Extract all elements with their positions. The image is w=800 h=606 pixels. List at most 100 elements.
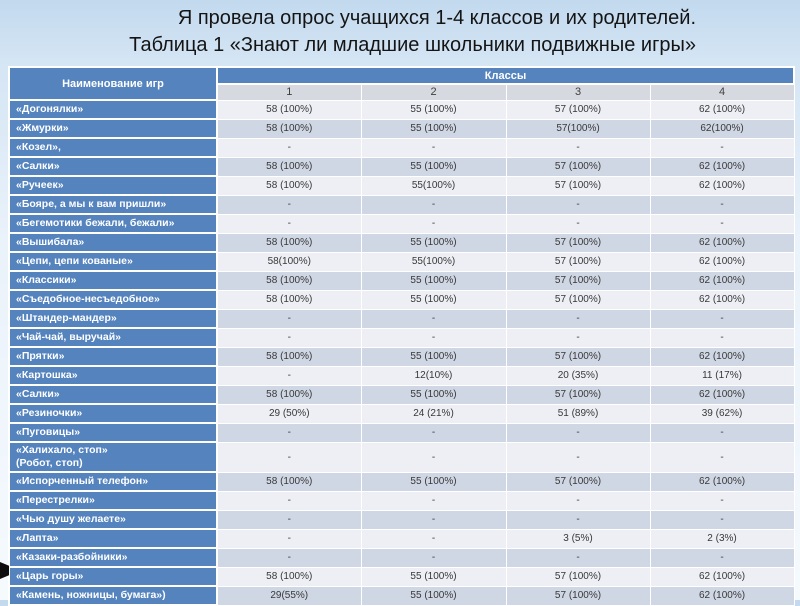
value-cell: - (649, 441, 795, 473)
value-cell: - (216, 547, 362, 568)
value-cell: 55 (100%) (360, 566, 507, 587)
game-name-cell: «Салки» (8, 156, 218, 177)
slide-title: Я провела опрос учащихся 1-4 классов и и… (10, 5, 696, 59)
game-name-cell: «Бояре, а мы к вам пришли» (8, 194, 218, 215)
value-cell: 57 (100%) (505, 384, 651, 405)
value-cell: - (505, 137, 651, 158)
value-cell: 58 (100%) (216, 384, 362, 405)
table-row: «Вышибала» 58 (100%) 55 (100%) 57 (100%) 62 … (8, 232, 795, 253)
value-cell: - (216, 490, 362, 511)
game-name-cell: «Козел», (8, 137, 218, 158)
value-cell: 55 (100%) (360, 289, 507, 310)
table-row: «Штандер-мандер» - - - - (8, 308, 795, 329)
game-name-cell: «Съедобное-несъедобное» (8, 289, 218, 310)
value-cell: 58 (100%) (216, 270, 362, 291)
table-row: «Картошка» -12(10%) 20 (35%) 11 (17%) (8, 365, 795, 386)
value-cell: 57 (100%) (505, 156, 651, 177)
game-name-cell: «Классики» (8, 270, 218, 291)
game-name-cell: «Бегемотики бежали, бежали» (8, 213, 218, 234)
value-cell: 20 (35%) (505, 365, 651, 386)
value-cell: 62 (100%) (649, 289, 795, 310)
value-cell: - (649, 137, 795, 158)
value-cell: 2 (3%) (649, 528, 795, 549)
value-cell: 62 (100%) (649, 232, 795, 253)
game-name-cell: «Царь горы» (8, 566, 218, 587)
value-cell: - (216, 308, 362, 329)
value-cell: 62 (100%) (649, 251, 795, 272)
value-cell: - (360, 547, 507, 568)
value-cell: - (216, 509, 362, 530)
value-cell: - (360, 422, 507, 443)
value-cell: - (649, 327, 795, 348)
value-cell: - (505, 509, 651, 530)
column-group-header-classes: Классы (215, 66, 796, 85)
value-cell: - (649, 509, 795, 530)
value-cell: 55 (100%) (360, 232, 507, 253)
games-survey-table: Наименование игр Классы 1 2 3 4 «Догонял… (8, 66, 796, 606)
value-cell: 58 (100%) (216, 289, 362, 310)
table-row: «Перестрелки» - - - - (8, 490, 795, 511)
table-row: «Испорченный телефон» 58 (100%) 55 (100%) 5… (8, 471, 795, 492)
value-cell: 57 (100%) (505, 566, 651, 587)
value-cell: - (360, 490, 507, 511)
value-cell: - (360, 308, 507, 329)
column-header-game-names: Наименование игр (8, 66, 218, 101)
value-cell: - (216, 137, 362, 158)
game-name-cell: «Ручеек» (8, 175, 218, 196)
value-cell: 57 (100%) (505, 232, 651, 253)
value-cell: 57 (100%) (505, 585, 651, 606)
column-header-class-1: 1 (216, 83, 362, 101)
value-cell: - (216, 528, 362, 549)
title-line-2: Таблица 1 «Знают ли младшие школьники по… (129, 34, 696, 56)
table-row: «Камень, ножницы, бумага») 29(55%) 55 (100… (8, 585, 795, 606)
value-cell: 58 (100%) (216, 118, 362, 139)
value-cell: 24 (21%) (360, 403, 507, 424)
header-row-1: Наименование игр Классы (8, 66, 796, 101)
table-row: «Царь горы» 58 (100%) 55 (100%) 57 (100%) 62… (8, 566, 795, 587)
table-row: «Чай-чай, выручай» - - - - (8, 327, 795, 348)
game-name-cell: «Жмурки» (8, 118, 218, 139)
table-row: «Классики» 58 (100%) 55 (100%) 57 (100%) 62 … (8, 270, 795, 291)
value-cell: 55 (100%) (360, 270, 507, 291)
table-body: «Догонялки» 58 (100%) 55 (100%) 57 (100%) 62… (8, 99, 795, 606)
game-name-cell: «Догонялки» (8, 99, 218, 120)
value-cell: - (505, 327, 651, 348)
table-row: «Цепи, цепи кованые» 58(100%) 55(100%) 57 (… (8, 251, 795, 272)
left-edge-marker (0, 562, 9, 579)
value-cell: 55 (100%) (360, 384, 507, 405)
game-name-cell: «Чай-чай, выручай» (8, 327, 218, 348)
value-cell: 62 (100%) (649, 346, 795, 367)
table-row: «Пуговицы» - - - - (8, 422, 795, 443)
table-row: «Казаки-разбойники» - - - - (8, 547, 795, 568)
value-cell: - (649, 308, 795, 329)
value-cell: 58 (100%) (216, 232, 362, 253)
value-cell: 57 (100%) (505, 471, 651, 492)
value-cell: 58 (100%) (216, 99, 362, 120)
table-row: «Резиночки» 29 (50%) 24 (21%) 51 (89%) 39 (6… (8, 403, 795, 424)
game-name-cell: «Испорченный телефон» (8, 471, 218, 492)
table-row: «Ручеек» 58 (100%) 55(100%) 57 (100%) 62 (10… (8, 175, 795, 196)
game-name-cell: «Перестрелки» (8, 490, 218, 511)
game-name-cell: «Прятки» (8, 346, 218, 367)
value-cell: - (649, 490, 795, 511)
value-cell: 12(10%) (360, 365, 507, 386)
value-cell: 57 (100%) (505, 175, 651, 196)
value-cell: - (360, 213, 507, 234)
table-header: Наименование игр Классы 1 2 3 4 (8, 66, 796, 101)
value-cell: - (360, 137, 507, 158)
value-cell: - (216, 327, 362, 348)
value-cell: 62 (100%) (649, 175, 795, 196)
game-name-cell: «Камень, ножницы, бумага») (8, 585, 218, 606)
value-cell: 62 (100%) (649, 471, 795, 492)
table-row: «Бегемотики бежали, бежали» - - - - (8, 213, 795, 234)
value-cell: 55 (100%) (360, 99, 507, 120)
value-cell: 62 (100%) (649, 585, 795, 606)
title-line-1: Я провела опрос учащихся 1-4 классов и и… (177, 7, 696, 29)
value-cell: 57 (100%) (505, 346, 651, 367)
value-cell: - (649, 422, 795, 443)
value-cell: - (649, 547, 795, 568)
game-name-cell: «Салки» (8, 384, 218, 405)
table-row: «Лапта» - -3 (5%) 2 (3%) (8, 528, 795, 549)
value-cell: 57 (100%) (505, 251, 651, 272)
